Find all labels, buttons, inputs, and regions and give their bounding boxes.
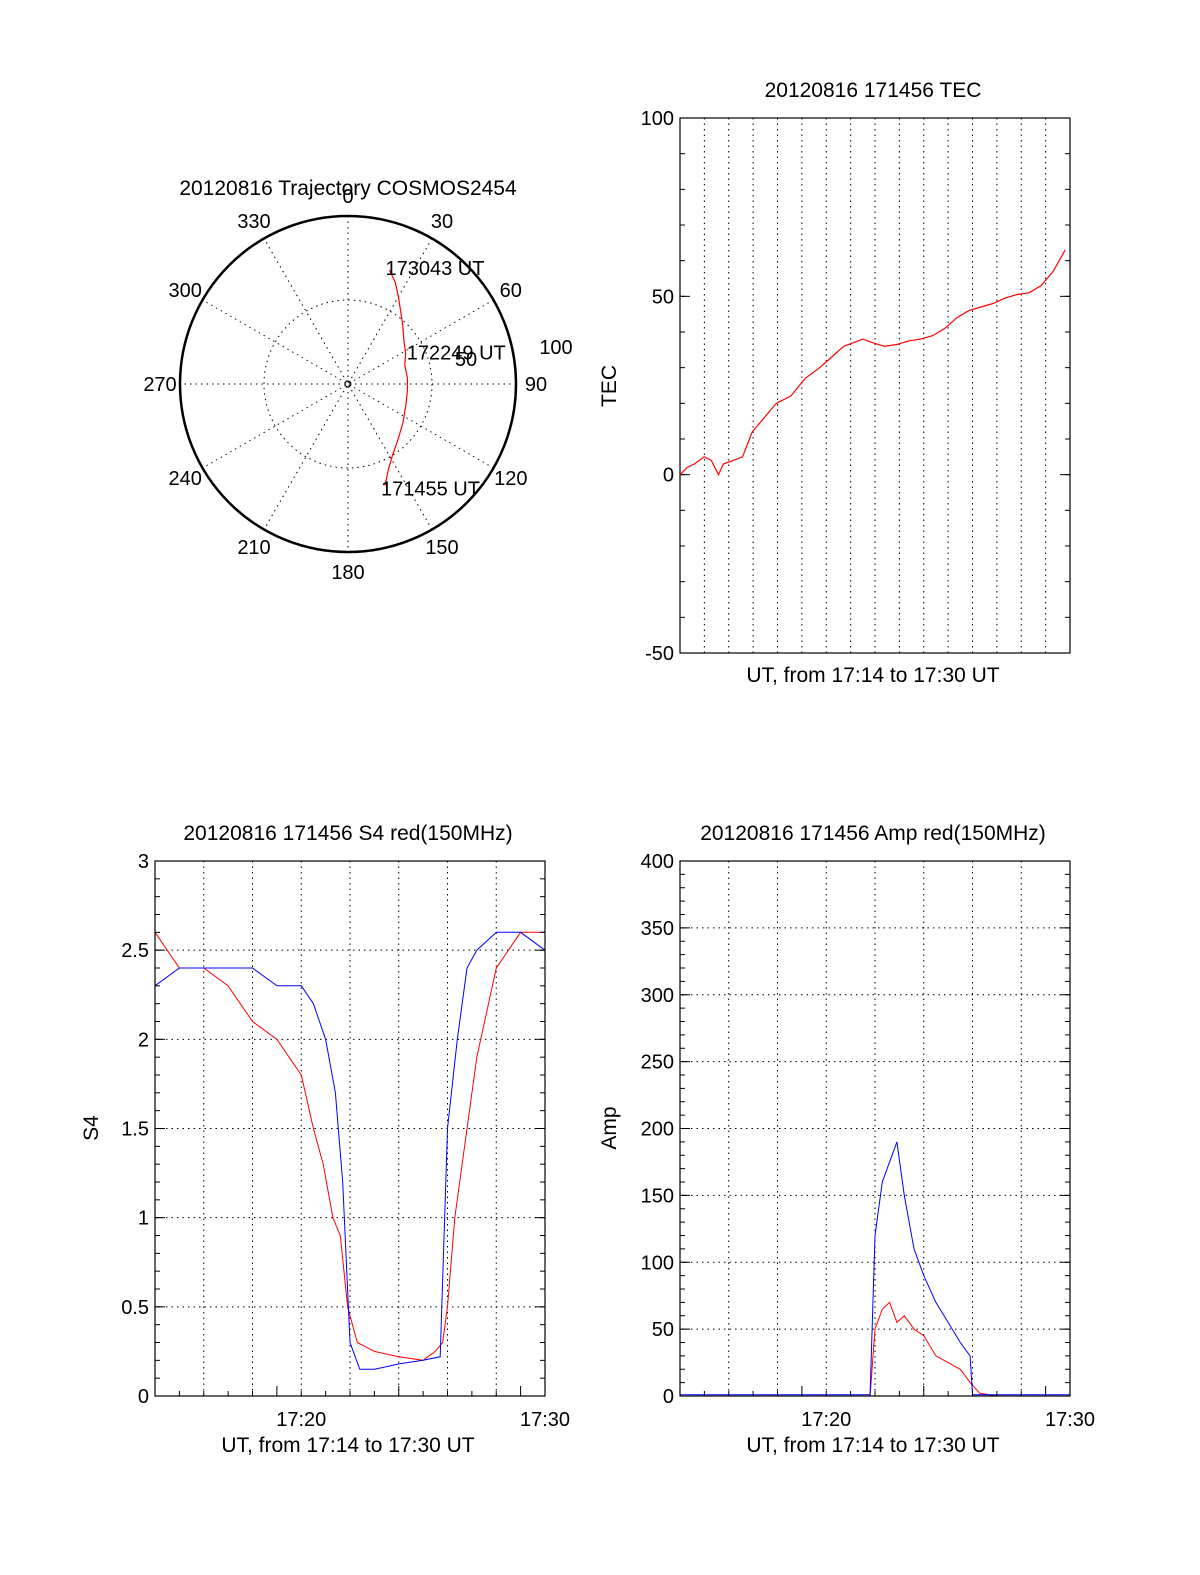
y-tick-label: 250: [641, 1052, 674, 1074]
polar-title: 20120816 Trajectory COSMOS2454: [179, 177, 517, 200]
amp-red-series-line: [680, 1301, 1070, 1397]
angle-tick-label: 210: [237, 537, 270, 559]
y-tick-label: 1: [138, 1208, 149, 1230]
y-tick-label: 150: [641, 1185, 674, 1207]
x-tick-label: 17:30: [1045, 1409, 1095, 1431]
tec-y-ticks: 100 50 0 -50: [641, 108, 1070, 665]
tec-ylabel: TEC: [598, 365, 621, 407]
angle-tick-label: 270: [143, 374, 176, 396]
trajectory-annotations: 173043 UT 172249 UT 171455 UT: [381, 258, 506, 501]
polar-spoke: [202, 299, 494, 469]
s4-ylabel: S4: [80, 1115, 103, 1141]
y-tick-label: 0: [663, 465, 674, 487]
y-tick-label: 50: [652, 286, 674, 308]
tec-panel: 20120816 171456 TEC 100 50 0 -50 UT, from 1…: [598, 79, 1071, 687]
angle-tick-label: 30: [431, 211, 453, 233]
tec-frame: [679, 117, 1071, 654]
s4-title: 20120816 171456 S4 red(150MHz): [183, 822, 512, 845]
x-tick-label: 17:30: [520, 1409, 570, 1431]
polar-angle-ticks: 0 30 60 90 120 150 180 210 240 270 300 330: [143, 186, 547, 584]
amp-title: 20120816 171456 Amp red(150MHz): [700, 822, 1046, 845]
trajectory-time-label: 172249 UT: [407, 343, 506, 365]
polar-radius-labels: 50 100: [455, 337, 573, 371]
trajectory-line: [384, 269, 408, 486]
y-tick-label: 2.5: [121, 940, 149, 962]
polar-panel: 20120816 Trajectory COSMOS2454 0 30 60 90 12…: [143, 177, 572, 584]
angle-tick-label: 300: [169, 280, 202, 302]
x-tick-label: 17:20: [801, 1409, 851, 1431]
angle-tick-label: 240: [169, 468, 202, 490]
x-tick-label: 17:20: [276, 1409, 326, 1431]
s4-xlabel: UT, from 17:14 to 17:30 UT: [221, 1434, 474, 1457]
amp-xlabel: UT, from 17:14 to 17:30 UT: [746, 1434, 999, 1457]
trajectory-time-label: 173043 UT: [386, 258, 485, 280]
amp-y-ticks: 0 50 100 150 200 250 300 350 400: [641, 851, 1070, 1408]
s4-y-ticks: 0 0.5 1 1.5 2 2.5 3: [121, 851, 545, 1408]
y-tick-label: 0: [138, 1386, 149, 1408]
polar-spoke: [263, 238, 433, 530]
y-tick-label: 350: [641, 918, 674, 940]
s4-grid: [155, 861, 545, 1396]
angle-tick-label: 180: [331, 562, 364, 584]
radius-label: 50: [455, 349, 477, 371]
y-tick-label: 400: [641, 851, 674, 873]
y-tick-label: 300: [641, 985, 674, 1007]
angle-tick-label: 0: [342, 186, 353, 208]
amp-grid: [680, 861, 1070, 1396]
polar-grid: [178, 214, 518, 554]
s4-red-series-line: [154, 931, 545, 1361]
amp-ylabel: Amp: [598, 1106, 621, 1149]
angle-tick-label: 150: [425, 537, 458, 559]
y-tick-label: 2: [138, 1029, 149, 1051]
tec-title: 20120816 171456 TEC: [765, 79, 982, 102]
s4-blue-series-line: [154, 931, 546, 1370]
tec-xlabel: UT, from 17:14 to 17:30 UT: [746, 664, 999, 687]
tec-grid: [703, 118, 1047, 653]
trajectory-time-label: 171455 UT: [381, 479, 480, 501]
radius-label: 100: [539, 337, 572, 359]
y-tick-label: 3: [138, 851, 149, 873]
y-tick-label: -50: [645, 643, 674, 665]
angle-tick-label: 330: [237, 211, 270, 233]
s4-panel: 20120816 171456 S4 red(150MHz) 0 0.5 1 1.5 2…: [80, 822, 570, 1457]
y-tick-label: 0.5: [121, 1297, 149, 1319]
amp-panel: 20120816 171456 Amp red(150MHz) 0 50 100 15…: [598, 822, 1095, 1457]
y-tick-label: 1.5: [121, 1119, 149, 1141]
angle-tick-label: 60: [500, 280, 522, 302]
y-tick-label: 200: [641, 1119, 674, 1141]
tec-series-line: [679, 249, 1066, 477]
polar-spoke: [263, 238, 433, 530]
s4-x-ticks: 17:20 17:30: [154, 1386, 570, 1431]
amp-blue-series-line: [680, 1141, 1070, 1396]
polar-spoke: [202, 299, 494, 469]
angle-tick-label: 120: [494, 468, 527, 490]
amp-x-ticks: 17:20 17:30: [679, 1386, 1095, 1431]
y-tick-label: 100: [641, 1252, 674, 1274]
angle-tick-label: 90: [525, 374, 547, 396]
y-tick-label: 0: [663, 1386, 674, 1408]
y-tick-label: 100: [641, 108, 674, 130]
y-tick-label: 50: [652, 1319, 674, 1341]
